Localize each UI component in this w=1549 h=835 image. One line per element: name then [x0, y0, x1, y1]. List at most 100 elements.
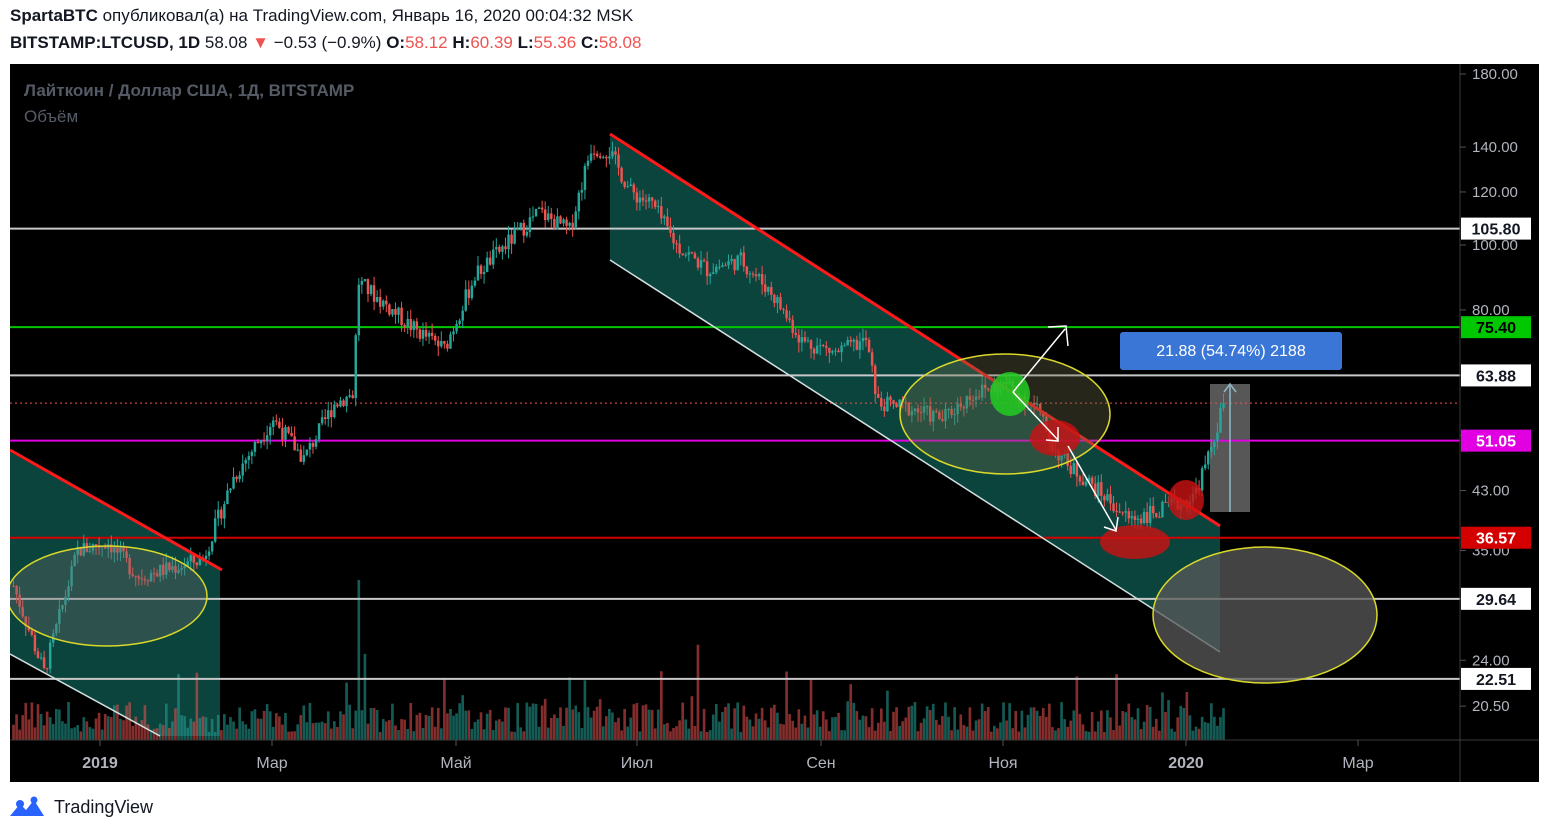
candle-body [339, 400, 342, 407]
candle-body [956, 403, 959, 415]
volume-bar [861, 715, 865, 740]
volume-bar [711, 714, 715, 740]
candle-body [727, 261, 730, 266]
volume-bar [837, 713, 840, 740]
volume-bar [122, 720, 125, 740]
candle-body [898, 399, 901, 408]
high-value: 60.39 [470, 33, 513, 52]
volume-bar [290, 731, 293, 740]
candle-body [1060, 455, 1063, 461]
volume-bar [919, 722, 923, 740]
volume-bar [791, 720, 795, 740]
candle-body [400, 307, 403, 326]
candle-body [696, 258, 700, 268]
volume-bar [1136, 708, 1140, 740]
candle-body [519, 222, 522, 229]
candle-body [146, 580, 150, 582]
candle-body [378, 296, 382, 307]
candle-body [128, 557, 131, 575]
volume-bar [889, 730, 892, 740]
candle-body [540, 207, 544, 210]
candle-body [357, 284, 361, 336]
volume-bar [1206, 723, 1210, 740]
volume-bar [702, 708, 706, 740]
chart-panel[interactable]: 180.00140.00120.00100.0080.0063.8852.004… [6, 64, 1539, 782]
volume-bar [1044, 716, 1048, 740]
volume-bar [375, 710, 379, 740]
volume-bar [1161, 692, 1164, 740]
candle-body [928, 406, 932, 422]
candle-body [687, 252, 691, 255]
volume-bar [855, 711, 859, 740]
candle-body [455, 324, 458, 332]
candle-body [1145, 512, 1149, 524]
volume-bar [476, 719, 480, 740]
tradingview-logo-icon[interactable] [8, 796, 46, 818]
price-chart[interactable]: 180.00140.00120.00100.0080.0063.8852.004… [6, 64, 1539, 782]
candle-body [418, 329, 422, 339]
candle-body [15, 585, 18, 595]
volume-bar [320, 721, 324, 740]
volume-bar [219, 730, 223, 740]
candle-body [543, 209, 547, 220]
volume-bar [858, 719, 862, 740]
candle-body [650, 197, 654, 201]
candle-body [852, 339, 856, 342]
volume-bar [305, 722, 309, 740]
candle-body [657, 206, 660, 208]
price-axis[interactable]: 180.00140.00120.00100.0080.0063.8852.004… [1460, 66, 1518, 715]
red-circle-1 [1030, 420, 1080, 456]
candle-body [336, 404, 339, 407]
volume-bar [1176, 717, 1180, 740]
volume-bar [311, 723, 315, 740]
candle-body [152, 573, 156, 575]
candle-body [629, 184, 632, 187]
volume-bar [934, 719, 938, 740]
candle-body [1069, 465, 1072, 475]
volume-bar [663, 724, 666, 740]
candle-body [861, 337, 865, 342]
candle-body [559, 216, 562, 224]
volume-bar [33, 727, 37, 740]
volume-bar [650, 709, 654, 740]
volume-bar [666, 722, 669, 740]
channel-support-line-2019 [9, 653, 161, 737]
candle-body [464, 289, 467, 311]
volume-bar [1032, 707, 1036, 740]
x-tick-label: Май [440, 755, 471, 772]
volume-bar [913, 702, 917, 740]
volume-bar [278, 716, 281, 740]
candle-body [864, 337, 868, 341]
candle-body [1161, 501, 1164, 518]
candle-body [119, 547, 122, 553]
tradingview-brand[interactable]: TradingView [54, 796, 154, 817]
candle-body [76, 547, 79, 555]
candle-body [754, 274, 758, 277]
volume-bar [1041, 707, 1045, 740]
volume-bar [12, 724, 15, 740]
candle-body [174, 566, 177, 573]
time-axis[interactable]: 2019 Мар Май Июл Сен Ноя 2020 Мар [82, 740, 1374, 772]
volume-bar [910, 705, 914, 740]
volume-bar [1145, 705, 1149, 740]
volume-bar [617, 717, 620, 740]
volume-bar [568, 677, 571, 740]
candle-body [843, 345, 846, 347]
volume-bar [430, 707, 434, 740]
candle-body [64, 596, 67, 606]
volume-bar [968, 707, 972, 740]
candle-body [262, 440, 266, 442]
volume-bar [128, 702, 131, 740]
volume-bar [45, 711, 49, 740]
candle-body [715, 266, 718, 273]
candle-body [699, 260, 703, 268]
candle-body [690, 252, 694, 254]
candle-body [602, 156, 605, 158]
volume-bar [895, 707, 898, 740]
author-name[interactable]: SpartaBTC [10, 6, 98, 25]
volume-bar [1133, 719, 1137, 740]
volume-bar [1185, 692, 1189, 740]
candle-body [739, 252, 742, 256]
volume-bar [1002, 702, 1005, 740]
candle-body [895, 403, 898, 408]
